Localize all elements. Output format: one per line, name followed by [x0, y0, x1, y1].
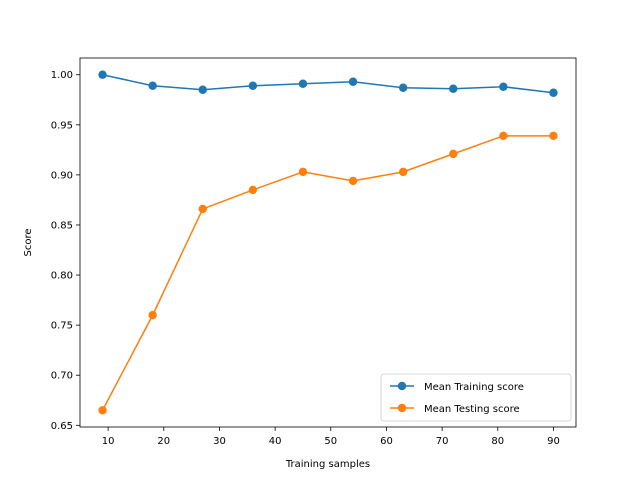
legend-label: Mean Testing score — [424, 404, 520, 415]
y-tick-label: 0.65 — [51, 421, 73, 432]
series-2-point — [549, 131, 558, 141]
x-axis-title: Training samples — [285, 459, 370, 470]
series-2-point — [449, 149, 458, 159]
series-1-point — [148, 81, 157, 90]
legend-swatch-marker — [397, 381, 407, 391]
y-tick-label: 0.75 — [51, 321, 73, 332]
series-1-point — [549, 88, 558, 97]
x-tick-label: 70 — [436, 436, 449, 447]
series-2-point — [248, 185, 258, 195]
y-tick-label: 0.95 — [51, 120, 73, 131]
series-2-point — [298, 167, 308, 177]
series-1-point — [248, 81, 258, 90]
series-1-point — [198, 85, 207, 94]
series-1-point — [499, 82, 508, 91]
legend: Mean Training score Mean Testing score — [380, 373, 572, 422]
x-axis: 10 20 30 40 50 60 70 80 90 — [102, 427, 560, 447]
series-2-point — [499, 131, 508, 141]
series-1-point — [348, 77, 358, 86]
plot-frame — [79, 57, 577, 428]
series-1-point — [298, 79, 308, 88]
x-tick-label: 10 — [102, 436, 115, 447]
y-axis: 0.65 0.70 0.75 0.80 0.85 0.90 0.95 1.00 — [51, 70, 80, 432]
x-tick-label: 60 — [380, 436, 393, 447]
legend-label: Mean Training score — [424, 382, 524, 393]
x-tick-label: 80 — [491, 436, 504, 447]
legend-frame — [380, 373, 572, 422]
series-2-point — [198, 204, 207, 214]
y-tick-label: 0.80 — [51, 271, 73, 282]
y-tick-label: 1.00 — [51, 70, 73, 81]
series-2-point — [348, 176, 358, 186]
series-2-point — [398, 167, 408, 177]
legend-swatch-marker — [397, 403, 407, 413]
plot-background — [80, 58, 576, 427]
y-tick-label: 0.90 — [51, 170, 73, 181]
x-tick-label: 90 — [547, 436, 560, 447]
x-tick-label: 50 — [324, 436, 337, 447]
y-tick-label: 0.85 — [51, 220, 73, 231]
series-1-point — [449, 84, 458, 93]
series-1-point — [398, 83, 408, 92]
series-1-point — [98, 70, 107, 79]
x-tick-label: 40 — [269, 436, 282, 447]
series-line-1 — [102, 73, 554, 94]
y-axis-title: Score — [23, 228, 34, 256]
y-tick-label: 0.70 — [51, 371, 73, 382]
x-tick-label: 20 — [157, 436, 170, 447]
series-layer — [98, 70, 558, 415]
series-2-point — [148, 310, 157, 320]
series-2-point — [98, 406, 107, 415]
x-tick-label: 30 — [213, 436, 226, 447]
series-line-2 — [101, 135, 554, 411]
